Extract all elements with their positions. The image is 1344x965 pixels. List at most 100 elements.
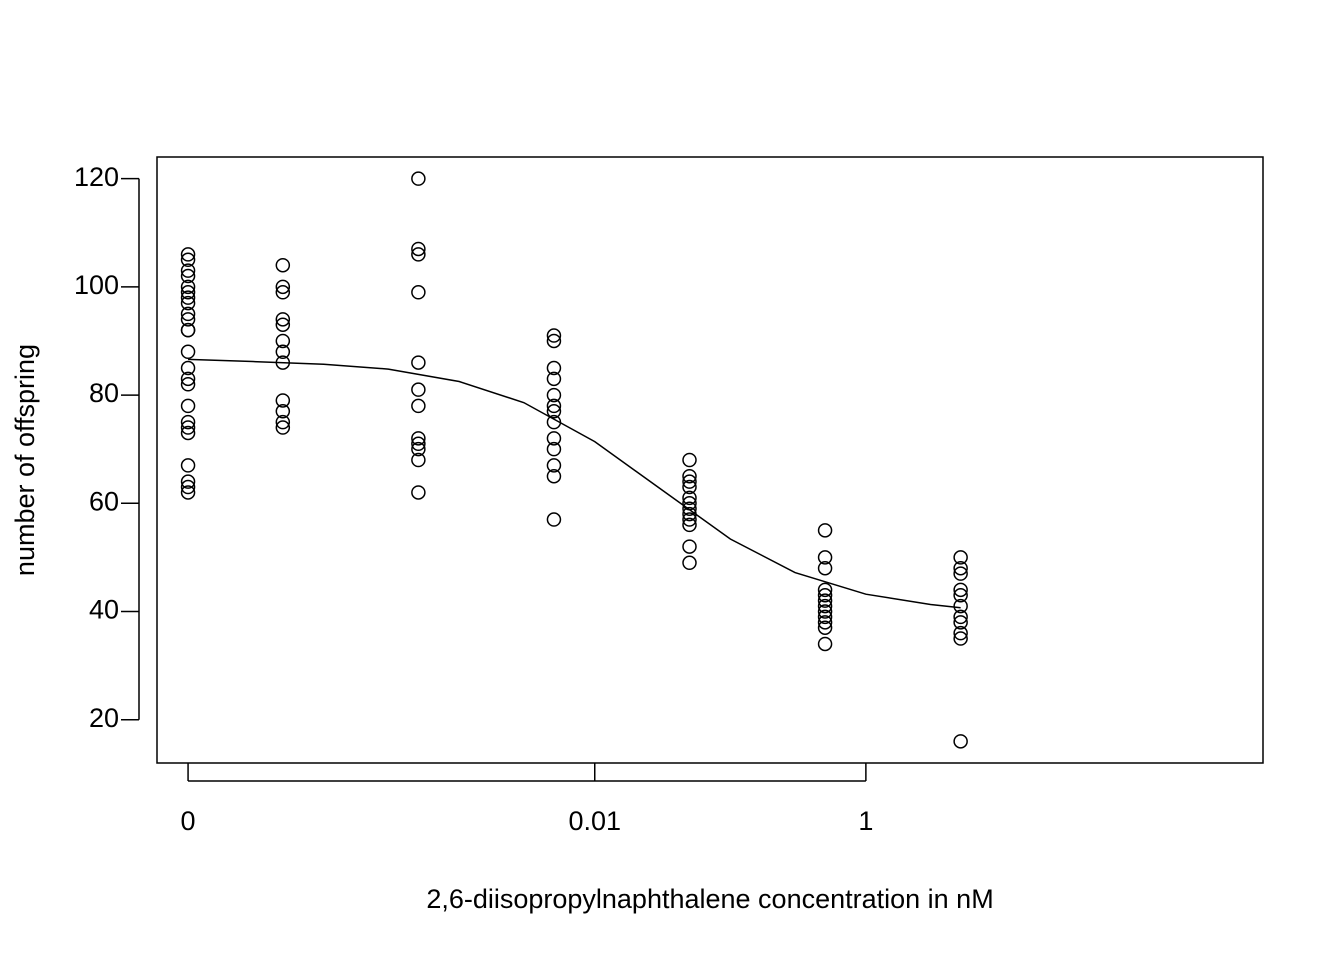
data-point (682, 479, 697, 495)
data-point (546, 441, 562, 457)
data-point (682, 474, 697, 489)
data-point (953, 582, 968, 598)
data-point (275, 355, 291, 370)
data-point (817, 604, 833, 619)
data-point (953, 598, 968, 614)
x-tick-label: 1 (858, 806, 873, 836)
data-point (817, 615, 833, 630)
data-point (180, 414, 196, 430)
data-point (180, 252, 196, 268)
data-point (546, 360, 562, 376)
data-point (411, 452, 426, 468)
data-point (411, 171, 426, 186)
data-point (180, 485, 196, 500)
data-point (953, 550, 968, 565)
data-point (817, 593, 833, 608)
data-point (180, 306, 196, 322)
data-point (817, 588, 833, 603)
data-point (180, 263, 196, 278)
data-point (682, 468, 697, 484)
data-point (411, 431, 426, 446)
data-point (180, 479, 196, 495)
y-axis-label: number of offspring (10, 344, 40, 576)
data-point (180, 377, 196, 392)
data-point (180, 279, 196, 295)
data-point (180, 312, 196, 327)
data-point (411, 355, 426, 370)
data-point (682, 496, 697, 511)
data-point (682, 506, 697, 522)
data-point (817, 598, 833, 614)
data-point (546, 512, 562, 527)
data-point (275, 279, 291, 295)
data-point (817, 550, 833, 565)
data-point (180, 290, 196, 305)
data-point (546, 387, 562, 403)
data-point (546, 404, 562, 419)
data-point (953, 734, 968, 749)
data-point (411, 441, 426, 457)
y-tick-label: 100 (74, 270, 119, 300)
data-point (411, 382, 426, 397)
data-point (682, 555, 697, 571)
data-point (546, 333, 562, 349)
data-point (682, 490, 697, 506)
data-point (180, 398, 196, 414)
data-point (180, 322, 196, 338)
data-point (953, 631, 968, 646)
data-point (817, 620, 833, 635)
data-point (817, 636, 833, 652)
data-point (180, 458, 196, 473)
data-point (411, 485, 426, 500)
y-tick-label: 60 (89, 486, 119, 516)
data-point (180, 420, 196, 435)
data-point (817, 560, 833, 576)
data-point (180, 268, 196, 284)
data-point (546, 431, 562, 446)
data-point (275, 344, 291, 360)
data-point (682, 452, 697, 468)
data-point (180, 344, 196, 360)
data-point (953, 588, 968, 603)
data-point (817, 582, 833, 598)
y-tick-label: 120 (74, 162, 119, 192)
plot-frame (156, 156, 1264, 764)
data-point (275, 333, 291, 349)
data-point (546, 328, 562, 343)
data-point (682, 539, 697, 554)
data-point (953, 566, 968, 581)
data-point (817, 609, 833, 625)
data-point (180, 285, 196, 300)
data-point (411, 436, 426, 452)
fitted-curve (188, 358, 961, 609)
data-point (411, 398, 426, 414)
data-point (180, 474, 196, 489)
data-point (180, 425, 196, 441)
x-axis-label: 2,6-diisopropylnaphthalene concentration… (426, 884, 993, 914)
data-point (275, 317, 291, 332)
data-point (953, 560, 968, 576)
data-point (275, 257, 291, 273)
data-point (275, 393, 291, 408)
data-point (546, 414, 562, 430)
data-point (180, 247, 196, 262)
data-point (546, 371, 562, 387)
data-point (275, 285, 291, 300)
data-point (953, 615, 968, 630)
data-point (953, 609, 968, 625)
data-point (180, 360, 196, 376)
data-point (682, 501, 697, 516)
x-tick-label: 0.01 (568, 806, 621, 836)
data-point (180, 295, 196, 311)
y-tick-label: 80 (89, 378, 119, 408)
data-point (275, 420, 291, 435)
data-point (411, 285, 426, 300)
data-point (682, 512, 697, 527)
data-point (275, 312, 291, 327)
data-point (546, 398, 562, 414)
data-point (546, 458, 562, 473)
data-point (817, 523, 833, 538)
y-tick-label: 40 (89, 595, 119, 625)
x-tick-label: 0 (181, 806, 196, 836)
